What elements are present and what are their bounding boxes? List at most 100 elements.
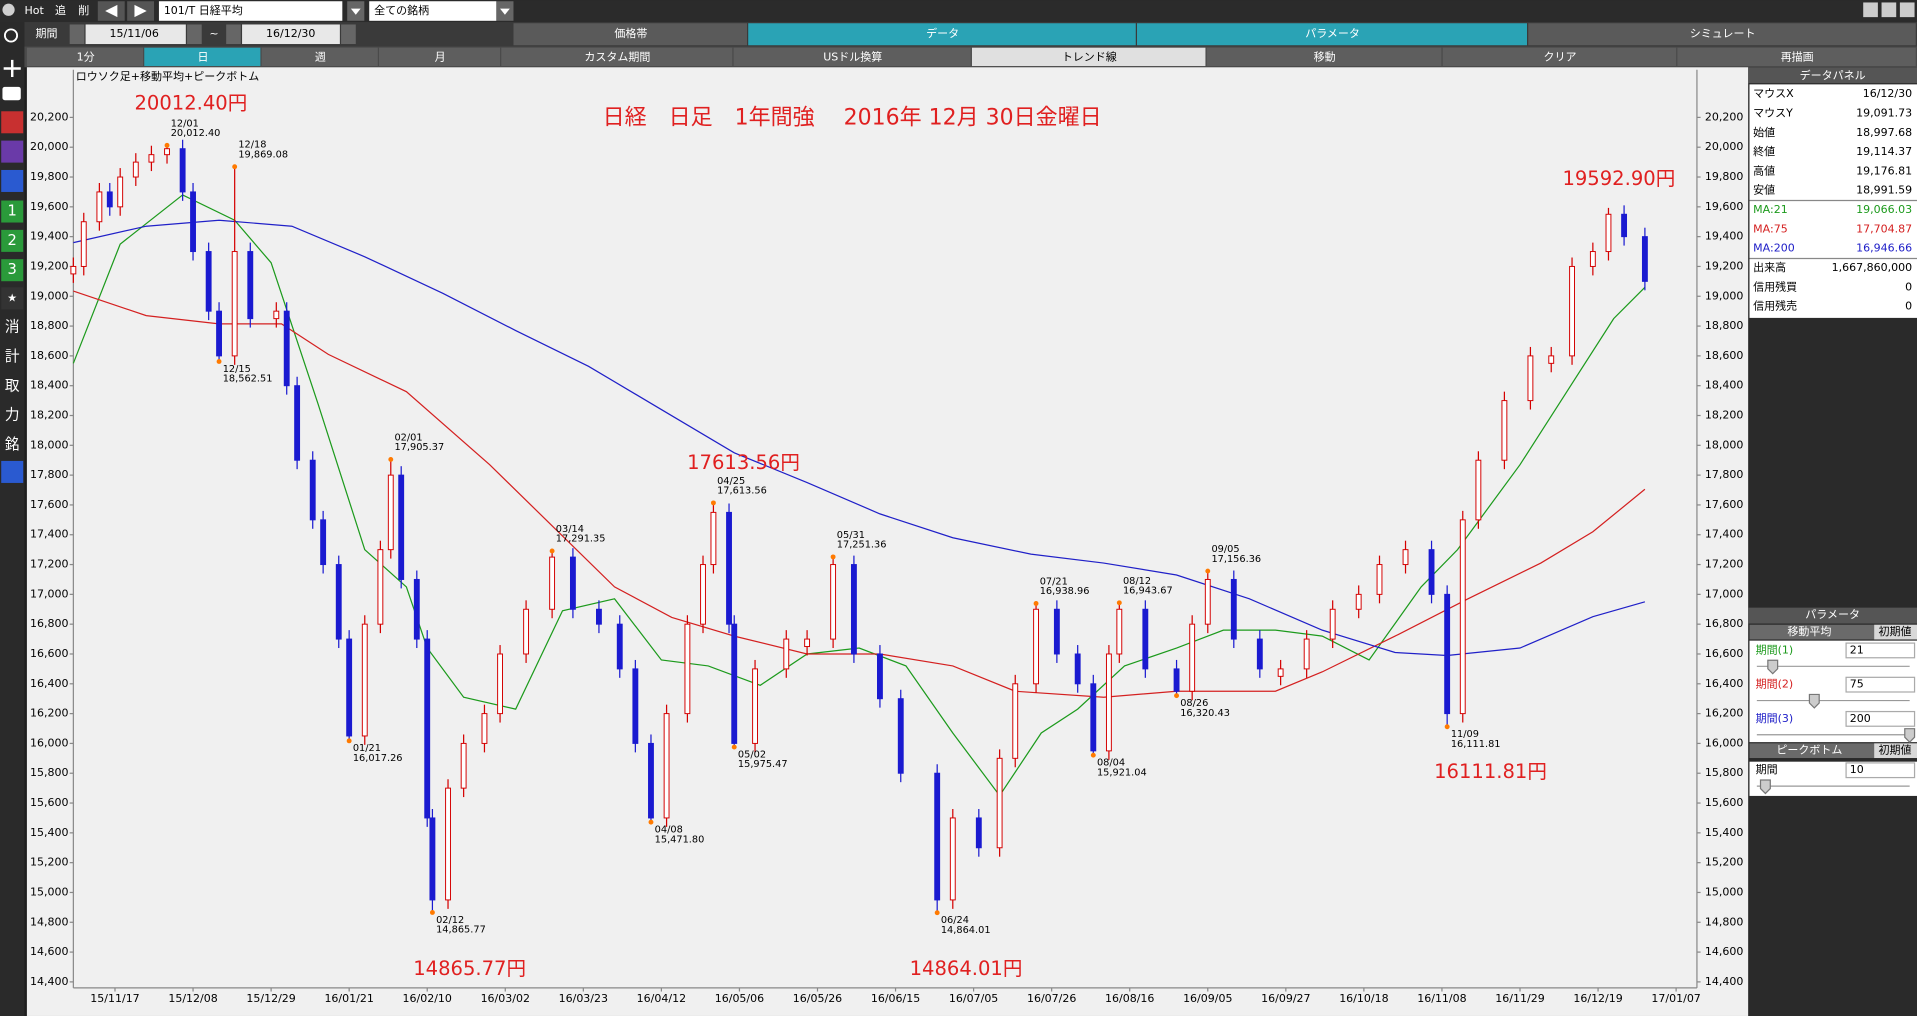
date-prev[interactable] <box>69 24 85 45</box>
maximize-button[interactable] <box>1881 2 1897 18</box>
data-value: 19,091.73 <box>1856 106 1912 119</box>
candle-body <box>335 564 342 640</box>
candle-body <box>80 221 87 267</box>
dropdown-arrow <box>500 8 510 15</box>
ma-reset-button[interactable] <box>1874 624 1917 640</box>
compare-icon[interactable] <box>1 140 24 163</box>
candle-body <box>1569 265 1575 357</box>
tab[interactable] <box>513 23 747 46</box>
minimize-button[interactable] <box>1863 2 1878 18</box>
sidebar-label[interactable]: 消 <box>5 319 20 336</box>
annotation: 14864.01円 <box>910 957 1023 980</box>
toolbar-button[interactable] <box>26 47 144 67</box>
sidebar-button[interactable] <box>1 200 24 223</box>
period-value: 75 <box>1850 678 1864 691</box>
y-tick-label: 16,000 <box>30 736 69 749</box>
candle-body <box>830 564 837 640</box>
sidebar-label[interactable]: 取 <box>5 377 20 394</box>
add-button[interactable]: 追 <box>55 3 66 17</box>
period-label: 期間(3) <box>1756 712 1794 725</box>
toolbar-button[interactable] <box>261 47 378 67</box>
peak-period-input[interactable] <box>1845 762 1916 779</box>
data-label: マウスX <box>1753 87 1794 100</box>
candle-body <box>549 556 556 610</box>
y-tick-label: 14,800 <box>30 915 69 928</box>
candle-body <box>632 668 639 744</box>
delete-button[interactable]: 削 <box>78 3 89 17</box>
close-button[interactable] <box>1899 2 1915 18</box>
x-tick-label: 16/12/19 <box>1573 992 1622 1005</box>
toolbar-button[interactable] <box>971 47 1206 67</box>
y-tick-label: 16,400 <box>30 677 69 690</box>
sidebar-label[interactable]: 銘 <box>5 436 20 453</box>
slider-thumb[interactable] <box>1767 659 1779 675</box>
symbol-input[interactable] <box>158 1 343 21</box>
candle-body <box>569 556 576 610</box>
peak-marker <box>710 500 716 506</box>
sidebar-button[interactable] <box>1 229 24 252</box>
crosshair-icon[interactable] <box>3 59 21 78</box>
sidebar-label[interactable]: 3 <box>8 261 17 278</box>
tab[interactable] <box>1136 23 1527 46</box>
toolbar-button[interactable] <box>501 47 733 67</box>
period-input[interactable] <box>1845 642 1916 659</box>
candle-body <box>783 638 790 670</box>
toolbar-button[interactable] <box>378 47 501 67</box>
period-input[interactable] <box>1845 710 1916 727</box>
y-tick-label: 17,600 <box>30 498 69 511</box>
slider-thumb[interactable] <box>1808 693 1820 709</box>
date-prev[interactable] <box>226 24 241 45</box>
peak-label: 15,471.80 <box>655 834 705 845</box>
camera-icon[interactable] <box>2 86 21 101</box>
peak-label: 14,864.01 <box>941 925 991 936</box>
x-tick-label: 15/12/29 <box>246 992 295 1005</box>
candle-body <box>231 251 238 357</box>
tab[interactable] <box>748 23 1136 46</box>
peak-reset-button[interactable] <box>1874 743 1917 759</box>
tab[interactable] <box>1528 23 1916 46</box>
sidebar-button[interactable] <box>1 259 24 282</box>
candle-body <box>1355 593 1362 610</box>
toolbar-button-label: クリア <box>1544 50 1577 63</box>
flag-icon[interactable] <box>1 169 24 192</box>
settings-icon[interactable] <box>1 460 24 483</box>
candle-body <box>1105 653 1112 752</box>
x-tick-label: 16/06/15 <box>871 992 920 1005</box>
sidebar-label[interactable]: 2 <box>8 232 17 249</box>
period-label: 期間(2) <box>1756 678 1794 691</box>
slider-thumb[interactable] <box>1759 779 1771 795</box>
to-date[interactable] <box>242 24 340 45</box>
toolbar-button[interactable] <box>1442 47 1677 67</box>
date-next[interactable] <box>187 24 202 45</box>
from-date[interactable] <box>85 24 186 45</box>
peak-period-value: 10 <box>1850 763 1864 776</box>
date-next[interactable] <box>341 24 356 45</box>
toolbar-button[interactable] <box>733 47 971 67</box>
toolbar-button[interactable] <box>144 47 261 67</box>
chart-icon[interactable] <box>1 111 24 134</box>
sidebar-label[interactable]: 計 <box>5 348 20 365</box>
peak-period-label: 期間 <box>1756 763 1778 776</box>
data-value: 16,946.66 <box>1856 242 1912 255</box>
sidebar-label[interactable]: 力 <box>5 407 20 424</box>
star-icon[interactable] <box>1 287 24 310</box>
period-input[interactable] <box>1845 676 1916 693</box>
hot-button[interactable]: Hot <box>24 4 44 17</box>
peak-date: 04/25 <box>717 476 745 487</box>
toolbar-button[interactable] <box>1677 47 1916 67</box>
search-icon[interactable] <box>3 28 19 43</box>
universe-select[interactable] <box>369 1 497 21</box>
data-label: MA:200 <box>1753 242 1795 255</box>
sidebar-label[interactable]: 1 <box>8 203 17 220</box>
candle-body <box>596 608 602 625</box>
candle-body <box>413 578 420 640</box>
peak-label: 16,111.81 <box>1451 739 1501 750</box>
peak-marker <box>549 548 555 554</box>
slider-thumb[interactable] <box>1904 728 1916 743</box>
candle-body <box>1402 549 1409 566</box>
toolbar-button[interactable] <box>1206 47 1442 67</box>
symbol-text: 101/T 日経平均 <box>164 3 243 17</box>
tab-label: データ <box>926 26 959 40</box>
peak-date: 08/12 <box>1123 576 1151 587</box>
